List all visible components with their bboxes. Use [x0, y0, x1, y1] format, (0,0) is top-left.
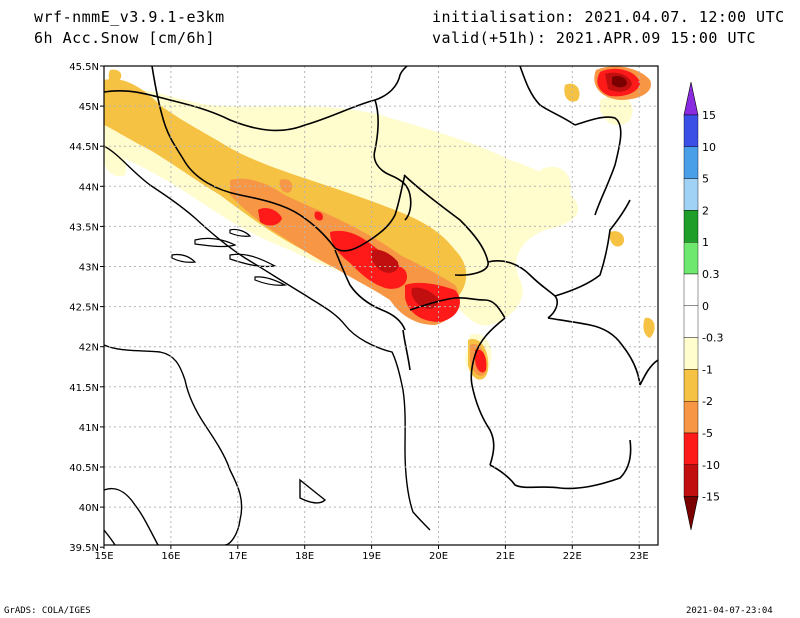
lat-tick-label: 41N	[79, 423, 99, 434]
lon-tick-label: 21E	[496, 551, 515, 562]
lat-tick-label: 45.5N	[69, 62, 99, 73]
country-borders	[104, 66, 658, 490]
lat-tick-label: 45N	[79, 102, 99, 113]
colorbar-segment	[683, 432, 699, 465]
valid-time: valid(+51h): 2021.APR.09 15:00 UTC	[432, 29, 757, 47]
lat-tick-label: 41.5N	[69, 383, 99, 394]
lat-tick-label: 44.5N	[69, 142, 99, 153]
coastlines	[104, 145, 431, 545]
colorbar-label: -1	[702, 363, 713, 376]
colorbar-top-arrow	[683, 81, 699, 116]
lon-tick-label: 15E	[94, 551, 113, 562]
colorbar-label: -10	[702, 459, 720, 472]
model-title: wrf-nmmE_v3.9.1-e3km	[34, 8, 225, 26]
colorbar-segment	[683, 401, 699, 434]
lat-tick-labels: 45.5N 45N 44.5N 44N 43.5N 43N 42.5N 42N 41.5N 41N…	[69, 62, 104, 554]
colorbar-bottom-arrow	[683, 496, 699, 531]
colorbar-label: 0	[702, 300, 709, 313]
colorbar: 15 10 5 2 1 0.3 0 -0.3 -1 -2 -5 -10 -15	[683, 81, 723, 531]
credit-text: GrADS: COLA/IGES	[4, 606, 91, 616]
field-title: 6h Acc.Snow [cm/6h]	[34, 29, 216, 47]
lat-tick-label: 40N	[79, 503, 99, 514]
colorbar-label: 0.3	[702, 268, 720, 281]
lon-tick-label: 20E	[429, 551, 448, 562]
colorbar-label: -2	[702, 395, 713, 408]
lat-tick-label: 43.5N	[69, 222, 99, 233]
colorbar-label: 2	[702, 204, 709, 217]
lat-tick-label: 42.5N	[69, 303, 99, 314]
lat-tick-label: 40.5N	[69, 463, 99, 474]
colorbar-segment	[683, 146, 699, 179]
colorbar-label: 1	[702, 236, 709, 249]
lat-tick-label: 42N	[79, 343, 99, 354]
colorbar-segment	[683, 305, 699, 338]
colorbar-label: 10	[702, 141, 716, 154]
colorbar-label: -15	[702, 491, 720, 504]
lat-tick-label: 44N	[79, 182, 99, 193]
colorbar-segment	[683, 337, 699, 370]
islands	[171, 228, 288, 286]
lat-tick-label: 43N	[79, 263, 99, 274]
colorbar-label: -5	[702, 427, 713, 440]
colorbar-segment	[683, 464, 699, 497]
lon-tick-label: 23E	[630, 551, 649, 562]
colorbar-segment	[683, 114, 699, 147]
lon-tick-label: 22E	[563, 551, 582, 562]
lon-tick-label: 17E	[228, 551, 247, 562]
map-area	[104, 66, 658, 545]
lon-tick-label: 18E	[295, 551, 314, 562]
colorbar-segment	[683, 369, 699, 402]
lon-tick-label: 19E	[362, 551, 381, 562]
colorbar-segment	[683, 178, 699, 211]
colorbar-label: -0.3	[702, 332, 723, 345]
init-time: initialisation: 2021.04.07. 12:00 UTC	[432, 8, 785, 26]
colorbar-segment	[683, 210, 699, 243]
lat-tick-label: 39.5N	[69, 543, 99, 554]
map-frame	[103, 65, 659, 546]
colorbar-label: 5	[702, 173, 709, 186]
colorbar-segment	[683, 241, 699, 275]
colorbar-label: 15	[702, 109, 716, 122]
lon-tick-label: 16E	[161, 551, 180, 562]
map-gridlines	[104, 66, 658, 545]
timestamp-text: 2021-04-07-23:04	[686, 606, 773, 616]
colorbar-segment	[683, 273, 699, 306]
snow-max-field	[612, 75, 627, 88]
lon-tick-labels: 15E 16E 17E 18E 19E 20E 21E 22E 23E	[94, 545, 649, 562]
